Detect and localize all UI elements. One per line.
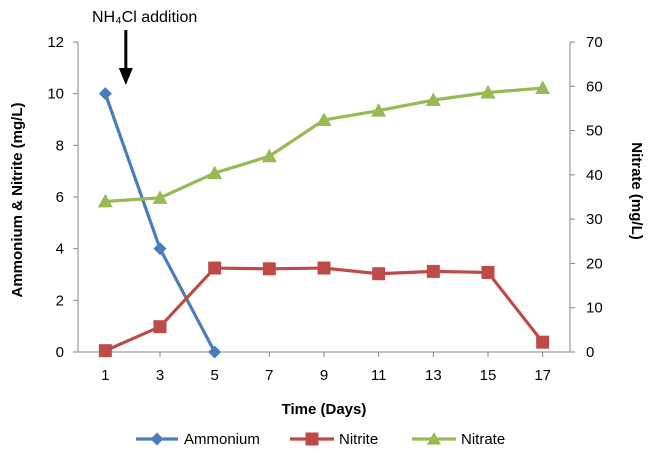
- y-left-tick-label: 8: [56, 137, 64, 154]
- triangle-marker: [371, 103, 387, 117]
- y-left-tick-label: 2: [56, 292, 64, 309]
- series-ammonium: [98, 87, 222, 359]
- triangle-marker: [152, 190, 168, 204]
- ammonium-line: [103, 93, 217, 353]
- x-tick-label: 1: [101, 367, 109, 384]
- x-tick-label: 13: [425, 367, 442, 384]
- x-tick-label: 5: [210, 367, 218, 384]
- y-right-tick-label: 10: [586, 300, 603, 317]
- square-marker: [262, 262, 276, 276]
- series-nitrite: [98, 261, 550, 358]
- square-marker: [98, 344, 112, 358]
- x-tick-label: 11: [371, 367, 387, 384]
- y-left-tick-label: 4: [56, 241, 64, 258]
- triangle-marker: [535, 80, 551, 95]
- diamond-marker: [153, 242, 167, 256]
- y-right-tick-label: 30: [586, 211, 603, 228]
- y-right-tick-label: 0: [586, 344, 594, 361]
- triangle-marker: [427, 432, 441, 445]
- x-tick-label: 3: [156, 367, 164, 384]
- square-marker: [305, 432, 319, 446]
- legend-item-ammonium: Ammonium: [136, 431, 260, 448]
- diamond-marker: [98, 87, 112, 101]
- y-right-tick-label: 70: [586, 34, 603, 51]
- y-right-axis-title: Nitrate (mg/L): [628, 142, 645, 240]
- annotation: NH₄Cl addition: [92, 9, 197, 85]
- legend-item-nitrite: Nitrite: [290, 431, 378, 448]
- nitrite-line: [104, 266, 544, 353]
- legend-label: Nitrite: [339, 431, 378, 448]
- y-right-tick-label: 40: [586, 167, 603, 184]
- y-left-tick-label: 10: [47, 86, 64, 103]
- annotation-label: NH₄Cl addition: [92, 9, 197, 26]
- triangle-marker: [480, 84, 496, 99]
- legend-label: Nitrate: [461, 431, 505, 448]
- diamond-marker: [150, 432, 164, 446]
- triangle-marker: [261, 148, 277, 163]
- y-right-tick-label: 50: [586, 123, 603, 140]
- x-axis-title: Time (Days): [282, 401, 367, 418]
- y-left-tick-label: 0: [56, 344, 64, 361]
- diamond-marker: [208, 345, 222, 359]
- square-marker: [372, 267, 386, 281]
- triangle-marker: [316, 112, 332, 126]
- nitrate-line: [105, 86, 543, 204]
- y-left-axis-title: Ammonium & Nitrite (mg/L): [9, 103, 26, 298]
- series-nitrate: [97, 80, 551, 208]
- y-right-tick-label: 60: [586, 78, 603, 95]
- legend: Ammonium Nitrite Nitrate: [136, 431, 505, 448]
- y-left-tick-label: 12: [47, 34, 64, 51]
- triangle-marker: [207, 165, 223, 180]
- x-tick-label: 7: [265, 367, 273, 384]
- square-marker: [317, 261, 331, 275]
- triangle-marker: [425, 92, 441, 107]
- square-marker: [208, 261, 222, 275]
- arrow-down-icon: [118, 68, 133, 85]
- triangle-marker: [97, 193, 113, 208]
- x-tick-label: 15: [480, 367, 497, 384]
- legend-label: Ammonium: [184, 431, 260, 448]
- y-right-tick-label: 20: [586, 255, 603, 272]
- square-marker: [426, 264, 440, 278]
- square-marker: [153, 320, 167, 334]
- legend-item-nitrate: Nitrate: [412, 431, 505, 448]
- square-marker: [481, 265, 495, 279]
- x-tick-label: 9: [320, 367, 328, 384]
- square-marker: [536, 335, 550, 349]
- y-left-tick-label: 6: [56, 189, 64, 206]
- series-layer: [97, 80, 551, 359]
- x-tick-label: 17: [534, 367, 551, 384]
